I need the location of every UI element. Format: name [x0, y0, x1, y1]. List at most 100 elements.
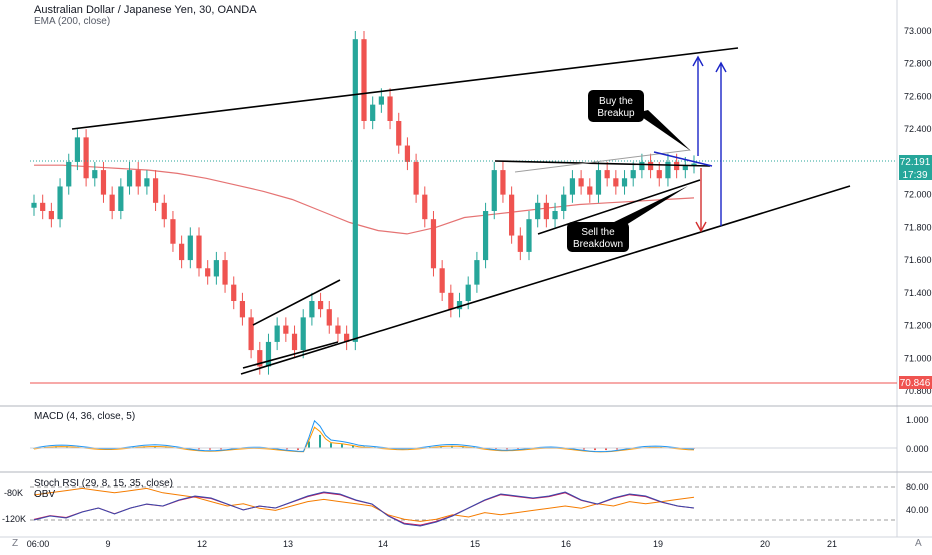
- candle-67: [613, 170, 619, 195]
- buy-arrow-1-head: [692, 55, 704, 67]
- candle-40: [378, 88, 384, 113]
- candle-58: [535, 194, 541, 228]
- candle-41: [387, 88, 393, 130]
- candle-19: [196, 227, 202, 277]
- candle-61: [561, 186, 567, 220]
- candle-34: [326, 301, 332, 334]
- price-tick-11: 70.800: [904, 386, 932, 396]
- candle-35: [335, 317, 341, 342]
- candle-75: [682, 157, 688, 179]
- macd-histogram-bar-52: [605, 448, 607, 451]
- time-tick-3: 13: [283, 539, 293, 549]
- current-price-badge: 72.191 17:39: [899, 155, 932, 181]
- candle-56: [517, 227, 523, 261]
- candle-54: [500, 161, 506, 203]
- macd-signal-line: [33, 426, 695, 453]
- candle-36: [344, 325, 350, 351]
- time-tick-4: 14: [378, 539, 388, 549]
- chart-title: Australian Dollar / Japanese Yen, 30, OA…: [34, 4, 257, 16]
- buy-callout: Buy the Breakup: [588, 90, 691, 151]
- candle-30: [291, 325, 298, 359]
- macd-histogram-bar-37: [440, 446, 442, 448]
- candle-13: [144, 170, 150, 195]
- macd-histogram-bar-53: [616, 448, 618, 450]
- corner-left-label[interactable]: Z: [12, 538, 19, 549]
- candle-4: [66, 153, 72, 195]
- candle-25: [248, 309, 254, 359]
- candle-17: [179, 235, 185, 269]
- trendlines: [71, 47, 851, 375]
- candle-18: [187, 227, 193, 269]
- time-tick-1: 9: [105, 539, 110, 549]
- stoch-tick-80: 80.00: [906, 482, 929, 492]
- stoch-tick-40: 40.00: [906, 505, 929, 515]
- corner-right-label[interactable]: A: [915, 538, 922, 549]
- countdown-value: 17:39: [902, 170, 927, 181]
- candle-76: [691, 155, 697, 174]
- price-tick-9: 71.200: [904, 321, 932, 331]
- macd-histogram-bar-51: [594, 448, 596, 451]
- wedge-top: [494, 160, 711, 167]
- price-tick-7: 71.600: [904, 255, 932, 265]
- sell-arrow: [695, 168, 707, 233]
- macd-histogram-bar-25: [308, 441, 310, 448]
- candle-5: [74, 129, 81, 171]
- macd-tick-0: 0.000: [906, 444, 929, 454]
- candle-2: [48, 202, 54, 228]
- price-tick-1: 72.800: [904, 59, 932, 69]
- price-tick-2: 72.600: [904, 91, 932, 101]
- macd-histogram-bar-27: [330, 443, 332, 448]
- small-channel-top: [252, 279, 341, 326]
- buy-arrows: [692, 55, 727, 226]
- obv-line: [33, 487, 695, 522]
- candle-43: [404, 137, 411, 171]
- candle-71: [647, 153, 654, 179]
- candle-32: [309, 292, 315, 326]
- candle-65: [595, 161, 602, 203]
- candle-9: [109, 186, 115, 220]
- sell-callout-line1: Sell the: [581, 227, 615, 238]
- obv-tick-80k: -80K: [4, 488, 23, 498]
- candle-15: [161, 194, 167, 228]
- time-tick-8: 20: [760, 539, 770, 549]
- candle-70: [639, 153, 645, 179]
- candle-46: [430, 211, 437, 277]
- candle-66: [604, 161, 610, 187]
- candle-37: [352, 31, 358, 351]
- candle-42: [396, 112, 402, 154]
- current-price-value: 72.191: [900, 157, 931, 168]
- candle-39: [370, 96, 376, 130]
- macd-histogram-bar-15: [198, 448, 200, 450]
- macd-histogram-bar-26: [319, 434, 321, 448]
- time-tick-6: 16: [561, 539, 571, 549]
- sell-callout-line2: Breakdown: [573, 239, 623, 250]
- price-tick-6: 71.800: [904, 222, 932, 232]
- candle-11: [126, 161, 133, 195]
- macd-histogram-bar-11: [154, 446, 156, 448]
- small-channel-bottom: [242, 341, 339, 369]
- candle-72: [656, 161, 662, 187]
- candle-64: [587, 178, 593, 203]
- support-price-value: 70.846: [900, 378, 931, 389]
- macd-histogram-bar-43: [506, 448, 508, 450]
- candle-73: [665, 153, 671, 187]
- macd-histogram-bar-24: [297, 448, 299, 450]
- candle-14: [152, 170, 159, 211]
- candle-6: [83, 129, 89, 187]
- candle-8: [100, 161, 107, 203]
- candle-7: [92, 161, 98, 187]
- candle-3: [57, 178, 63, 228]
- price-tick-10: 71.000: [904, 353, 932, 363]
- support-price-badge: 70.846: [899, 376, 932, 389]
- buy-arrow-2-head: [715, 61, 727, 73]
- time-tick-0: 06:00: [27, 539, 50, 549]
- buy-callout-line1: Buy the: [599, 96, 633, 107]
- candle-59: [543, 194, 549, 228]
- sell-callout: Sell the Breakdown: [567, 186, 688, 252]
- candle-51: [474, 251, 480, 293]
- candle-12: [135, 161, 141, 195]
- candle-22: [222, 251, 228, 293]
- candle-27: [265, 333, 272, 375]
- time-tick-2: 12: [197, 539, 207, 549]
